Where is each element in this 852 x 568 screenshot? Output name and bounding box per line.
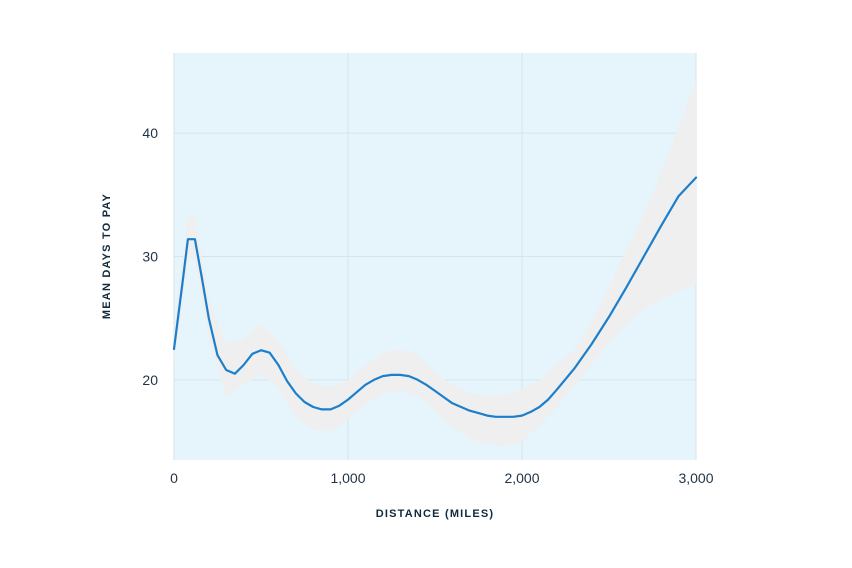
x-tick-label: 2,000 xyxy=(504,470,539,486)
x-tick-label: 0 xyxy=(170,470,178,486)
x-tick-label: 3,000 xyxy=(678,470,713,486)
y-tick-label: 40 xyxy=(142,125,158,141)
x-axis-ticks: 0 1,000 2,000 3,000 xyxy=(170,470,714,486)
y-tick-label: 30 xyxy=(142,249,158,265)
y-tick-label: 20 xyxy=(142,372,158,388)
mean-days-line xyxy=(172,176,698,418)
confidence-band xyxy=(174,81,696,447)
x-axis-label: DISTANCE (MILES) xyxy=(376,508,495,520)
y-axis-label: MEAN DAYS TO PAY xyxy=(101,193,113,319)
y-axis-ticks: 20 30 40 xyxy=(142,125,158,388)
x-tick-label: 1,000 xyxy=(330,470,365,486)
